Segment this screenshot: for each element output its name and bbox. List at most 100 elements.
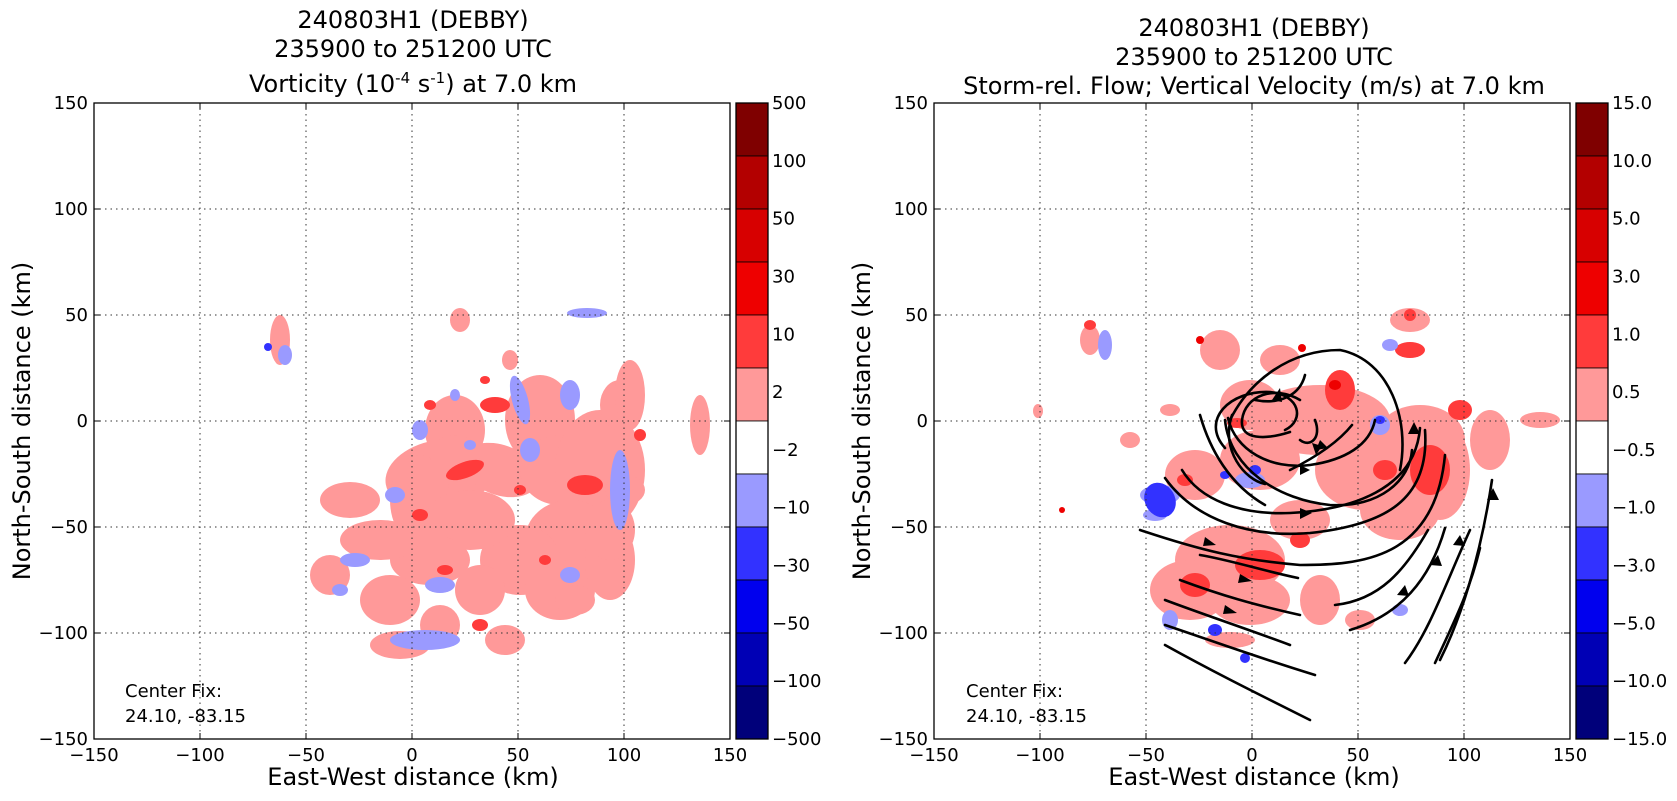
colorbar-segment [735,261,769,316]
storm-relative-streamlines [1138,348,1494,722]
colorbar-tick-label: −50 [772,613,810,634]
chart-title-line2: 235900 to 251200 UTC [1115,43,1393,71]
x-axis-label: East-West distance (km) [267,763,558,791]
field-cell [461,442,539,498]
colorbar-tick-label: −5.0 [1612,613,1656,634]
x-tick-label: 100 [607,745,641,766]
title-part: ) at 7.0 km [445,70,577,98]
field-cell [446,459,484,481]
colorbar-segment [1575,367,1609,422]
colorbar-segment [1575,632,1609,687]
title-superscript: -4 [395,69,410,87]
field-cell [1290,532,1310,548]
field-cell [264,343,272,351]
streamline [1163,643,1312,722]
colorbar-tick-label: 10.0 [1612,151,1652,172]
arrowhead [1272,388,1282,402]
vorticity-field [264,308,710,659]
plot-frame [93,102,731,740]
colorbar-tick-label: −10 [772,498,810,519]
streamline [1348,526,1447,632]
field-cell [320,482,380,518]
field-cell [520,438,540,462]
streamline [1163,598,1292,647]
y-tick-label: −150 [39,729,88,750]
arrowhead [1453,535,1465,546]
colorbar-tick-label: 10 [772,324,795,345]
x-tick-label: −100 [1015,745,1064,766]
colorbar-tick-label: −2 [772,440,799,461]
y-tick-label: −150 [879,729,928,750]
streamline [1178,578,1302,617]
field-cell [690,395,710,455]
x-tick-label: 0 [406,745,417,766]
x-tick-label: −50 [287,745,325,766]
x-tick-label: 50 [507,745,530,766]
x-axis-label: East-West distance (km) [1108,763,1399,791]
y-tick-label: 100 [894,199,928,220]
colorbar-segment [1575,314,1609,369]
colorbar-segment [735,367,769,422]
colorbar-segment [735,208,769,263]
field-cell [555,585,595,615]
field-cell [1165,450,1225,500]
plot-grid [934,103,1570,739]
vertical-velocity-colorbar: 15.0 10.0 5.0 3.0 1.0 0.5 −0.5 −1.0 −3.0 −5.0 −10.… [1575,93,1667,750]
chart-title-line2: 235900 to 251200 UTC [274,35,552,63]
field-cell [1080,325,1100,355]
colorbar-tick-label: 100 [772,151,806,172]
colorbar-tick-label: 1.0 [1612,324,1641,345]
field-cell [1160,404,1180,416]
colorbar-tick-label: 30 [772,266,795,287]
field-cell [425,490,515,550]
field-cell [1144,482,1176,518]
y-tick-label: −50 [890,517,928,538]
colorbar-tick-label: 500 [772,93,806,114]
field-cell [450,389,460,401]
chart-title-line1: 240803H1 (DEBBY) [297,6,528,34]
y-tick-label: −50 [50,517,88,538]
field-cell [1260,345,1300,375]
streamline [1163,428,1427,536]
arrowhead [1430,555,1442,566]
x-tick-label: 150 [713,745,747,766]
field-cell [424,400,436,410]
y-tick-label: 100 [54,199,88,220]
field-cell [1520,412,1560,428]
y-tick-label: 50 [65,305,88,326]
field-cell [1392,604,1408,616]
vorticity-panel: 240803H1 (DEBBY) 235900 to 251200 UTC Vo… [8,6,821,791]
field-cell [560,380,580,410]
x-tick-label: −100 [175,745,224,766]
colorbar-segment [1575,420,1609,475]
streamline [1333,528,1430,607]
field-cell [450,308,470,332]
colorbar-tick-label: −3.0 [1612,556,1656,577]
field-cell [485,625,525,655]
streamline-arrowheads [1203,388,1499,614]
field-cell [1210,575,1290,625]
field-cell [332,584,348,596]
colorbar-tick-label: 5.0 [1612,209,1641,230]
field-cell [1404,309,1416,321]
colorbar-tick-label: 2 [772,382,783,403]
center-fix-label: Center Fix: [125,681,222,702]
y-tick-label: 150 [894,93,928,114]
field-cell [560,567,580,583]
arrowhead [1203,537,1216,546]
field-cell [1325,370,1355,410]
x-tick-label: 100 [1447,745,1481,766]
colorbar-segment [735,579,769,634]
x-tick-label: 150 [1553,745,1587,766]
colorbar-segment [735,155,769,210]
field-cell [1448,400,1472,420]
field-cell [1208,624,1222,636]
field-cell [425,577,455,593]
colorbar-frame [1575,102,1609,740]
title-superscript: -1 [430,69,445,87]
arrowhead [1397,585,1409,596]
colorbar-segment [735,314,769,369]
colorbar-segment [735,473,769,528]
field-cell [437,565,453,575]
arrowhead [1312,443,1322,455]
